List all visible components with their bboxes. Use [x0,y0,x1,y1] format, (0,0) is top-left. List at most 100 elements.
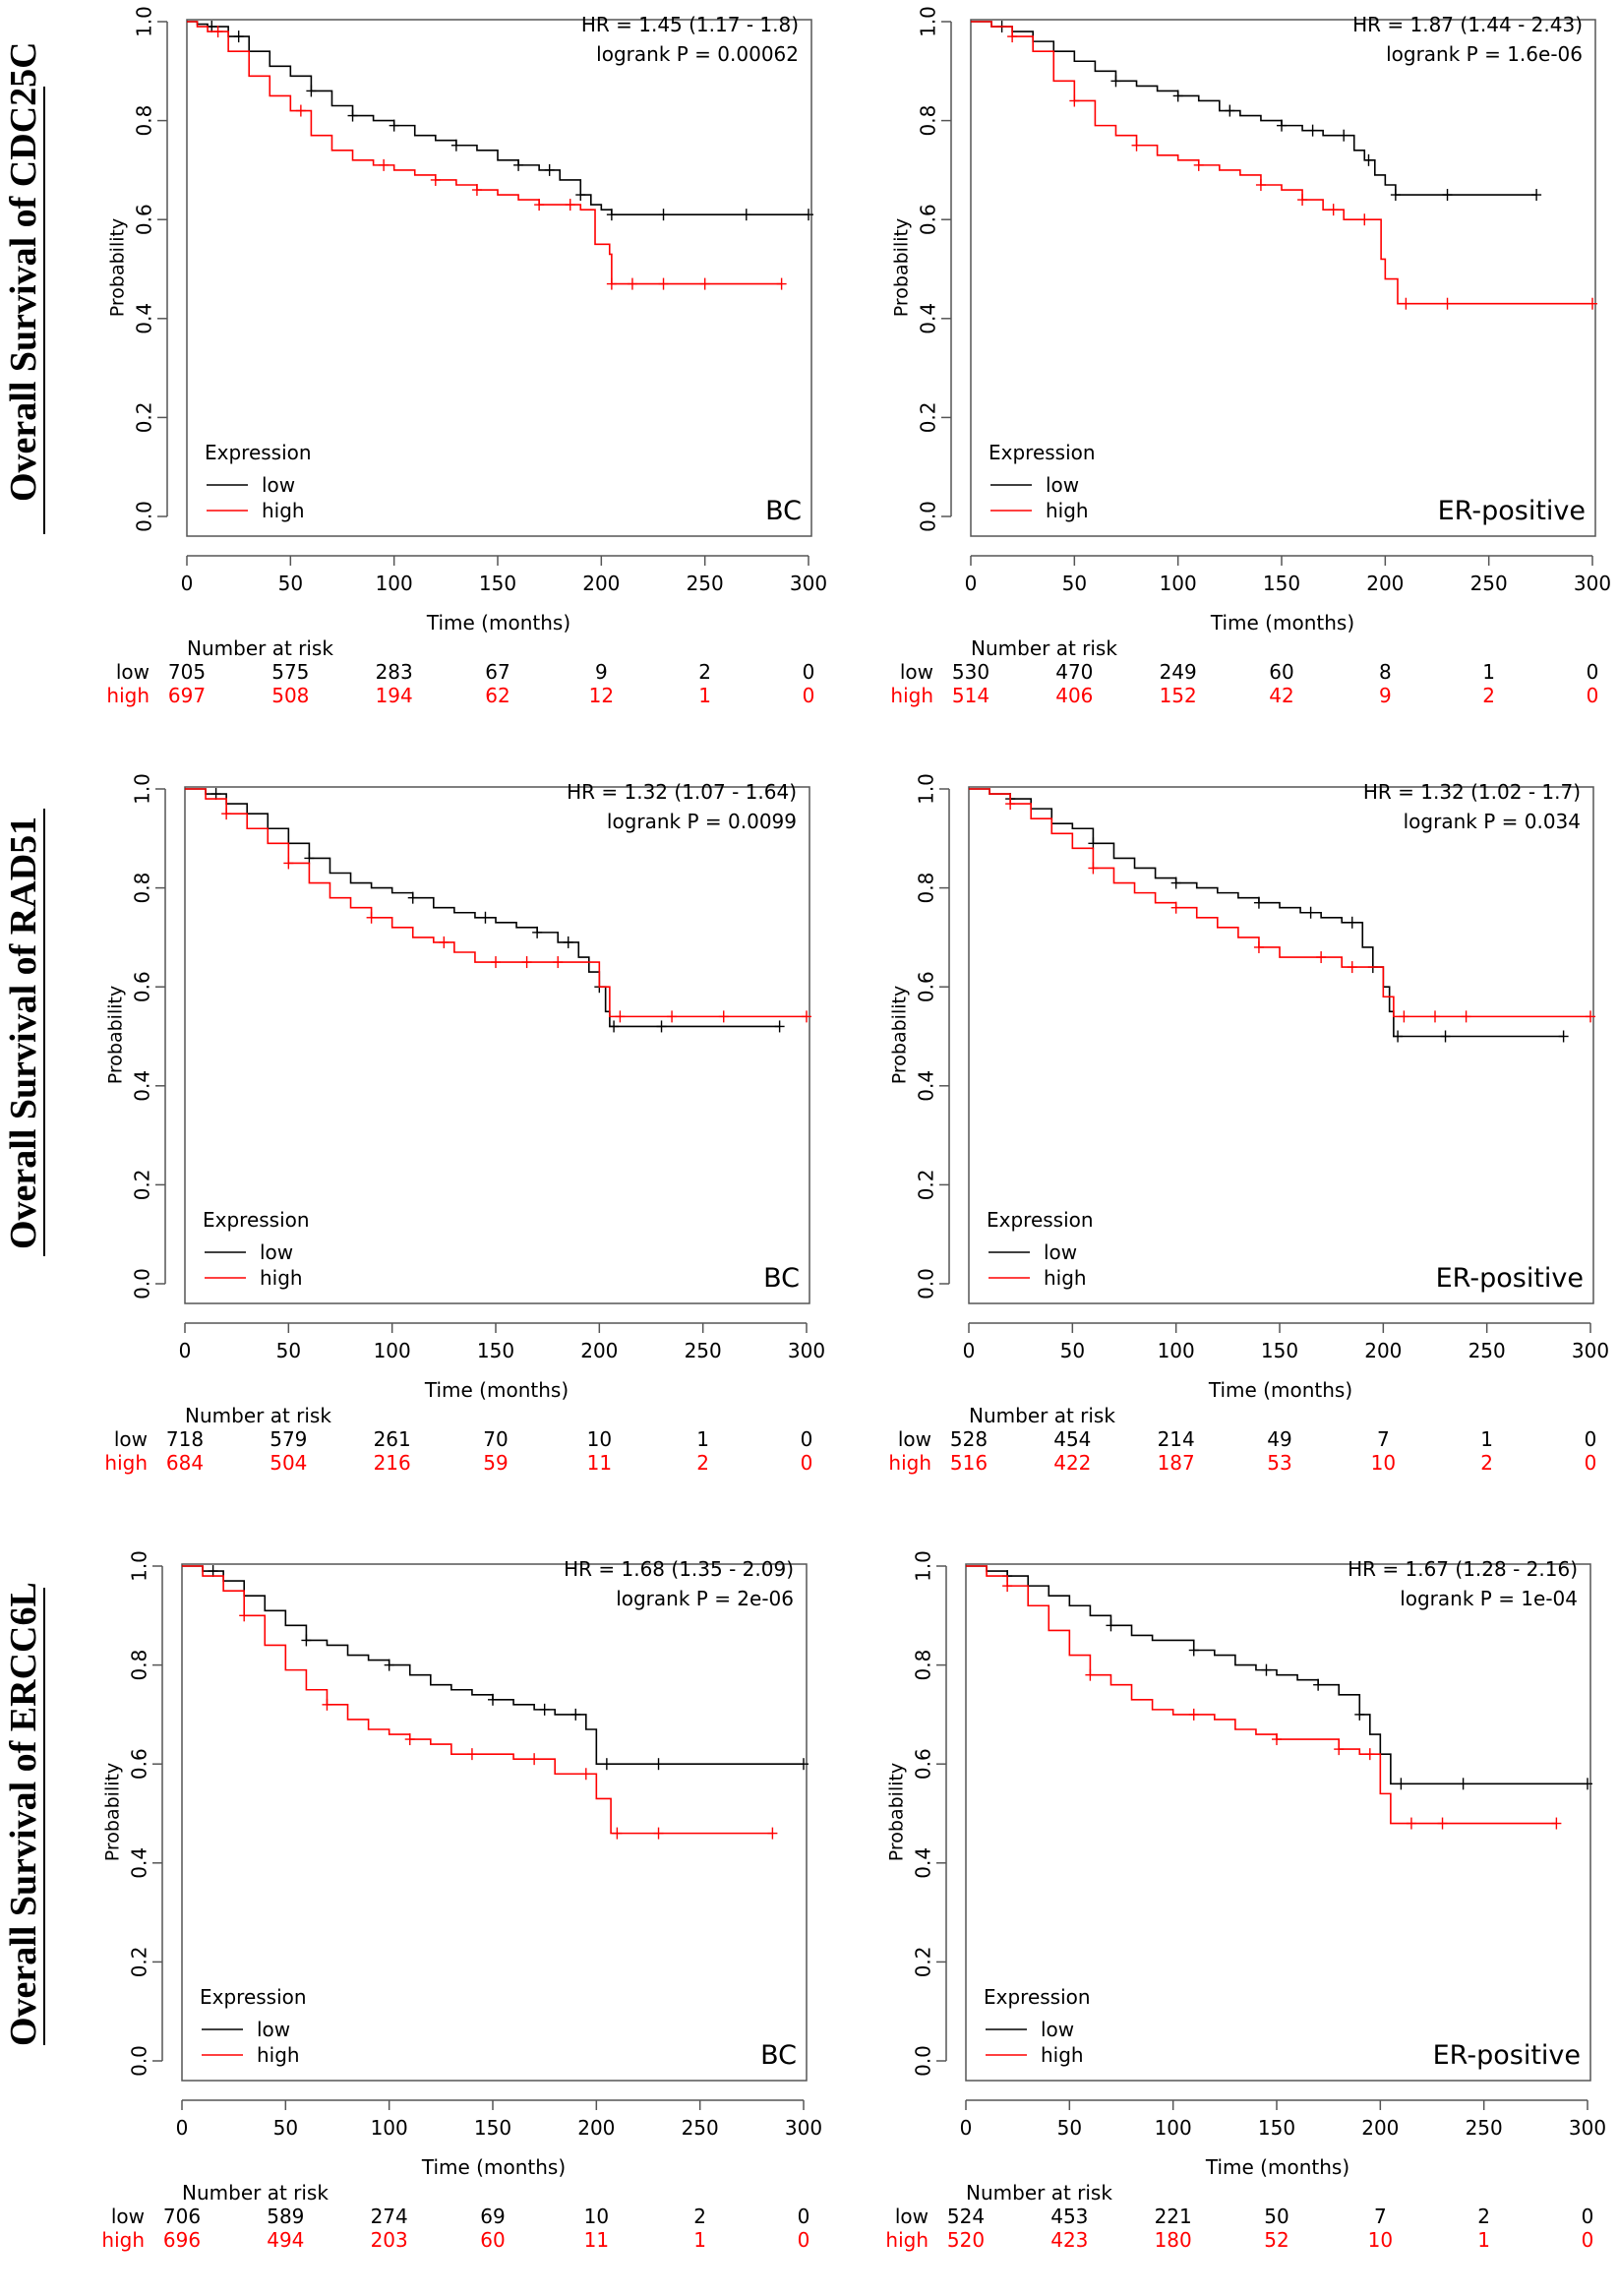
risk-value-low: 454 [1053,1427,1091,1451]
risk-value-low: 274 [371,2205,408,2228]
y-tick-label: 0.8 [915,873,938,904]
censor-mark-high [658,277,669,290]
x-tick-label: 250 [685,1339,722,1362]
censor-mark-low [301,1634,312,1647]
risk-value-high: 52 [1264,2228,1288,2252]
legend-title: Expression [989,441,1096,464]
risk-row-label-high: high [885,2228,929,2252]
risk-value-high: 42 [1269,684,1293,707]
risk-value-high: 514 [952,684,989,707]
risk-table-title: Number at risk [966,2181,1112,2205]
x-tick-label: 100 [371,2116,408,2140]
cohort-label: ER-positive [1436,1263,1584,1294]
y-tick-label: 0.0 [912,2045,935,2077]
risk-value-low: 214 [1158,1427,1195,1451]
censor-mark-low [1354,1708,1365,1721]
x-axis-title: Time (months) [1205,2155,1349,2179]
survival-curve-low [187,21,809,215]
logrank-p-text: logrank P = 1.6e-06 [1386,42,1583,66]
censor-mark-high [776,277,787,290]
risk-value-low: 470 [1055,660,1093,684]
risk-value-low: 0 [798,2205,810,2228]
km-panel-ercc6l-er-positive: 0 50 100 150 200 250 300 0.0 0.2 0.4 0.6 0.8 1.0 Prob… [858,1544,1618,2292]
x-tick-label: 300 [785,2116,822,2140]
x-tick-label: 300 [788,1339,825,1362]
risk-value-high: 59 [483,1451,508,1475]
risk-value-low: 2 [693,2205,706,2228]
x-tick-label: 300 [790,572,827,595]
legend-title: Expression [984,1985,1091,2009]
risk-value-high: 152 [1160,684,1197,707]
x-tick-label: 0 [176,2116,189,2140]
risk-row-label-high: high [101,2228,145,2252]
y-tick-label: 0.4 [917,303,940,334]
legend-label-low: low [262,473,295,497]
censor-mark-low [774,1020,785,1033]
censor-mark-high [295,104,306,117]
censor-mark-high [322,1698,332,1711]
censor-mark-low [384,1659,394,1671]
y-tick-label: 0.0 [917,501,940,532]
risk-value-high: 0 [803,684,815,707]
x-axis-title: Time (months) [1210,611,1354,634]
y-tick-label: 0.2 [917,401,940,433]
risk-row-label-high: high [890,684,933,707]
censor-mark-high [1002,1580,1013,1593]
risk-value-high: 216 [374,1451,411,1475]
censor-mark-low [609,1020,620,1033]
x-tick-label: 250 [1466,2116,1503,2140]
risk-value-high: 494 [267,2228,304,2252]
risk-value-low: 67 [485,660,509,684]
x-axis-title: Time (months) [424,1378,569,1402]
x-tick-label: 200 [1364,1339,1402,1362]
censor-mark-low [1188,1644,1199,1657]
y-tick-label: 0.0 [915,1268,938,1299]
legend-label-low: low [1044,1240,1077,1264]
censor-mark-high [239,1609,250,1622]
censor-mark-high [615,1010,626,1023]
censor-mark-high [529,1753,540,1766]
x-tick-label: 50 [273,2116,298,2140]
risk-value-high: 0 [798,2228,810,2252]
censor-mark-high [1088,862,1099,875]
censor-mark-low [1458,1778,1468,1790]
risk-value-high: 423 [1050,2228,1088,2252]
risk-value-high: 53 [1267,1451,1291,1475]
survival-curve-high [182,1565,773,1835]
censor-mark-high [1347,961,1357,974]
censor-mark-low [575,189,586,202]
y-tick-label: 0.8 [128,1650,151,1681]
x-tick-label: 100 [1160,572,1197,595]
logrank-p-text: logrank P = 0.00062 [596,42,799,66]
censor-mark-low [389,119,399,132]
x-tick-label: 0 [960,2116,973,2140]
y-tick-label: 0.2 [912,1946,935,1977]
censor-mark-high [1328,204,1339,216]
survival-curve-low [966,1565,1588,1785]
risk-value-high: 422 [1053,1451,1091,1475]
plot-frame [965,1563,1591,2082]
censor-mark-low [563,936,573,948]
risk-value-high: 508 [271,684,309,707]
censor-mark-low [1313,1678,1324,1691]
censor-mark-high [1461,1010,1471,1023]
censor-mark-high [667,1010,678,1023]
risk-value-high: 1 [693,2228,706,2252]
x-tick-label: 200 [1366,572,1404,595]
censor-mark-low [210,788,221,801]
x-tick-label: 200 [577,2116,615,2140]
survival-curve-high [187,21,782,285]
risk-value-low: 2 [698,660,711,684]
logrank-p-text: logrank P = 0.034 [1404,810,1581,833]
x-tick-label: 0 [963,1339,976,1362]
risk-row-label-low: low [895,2205,929,2228]
risk-value-low: 7 [1374,2205,1387,2228]
risk-value-low: 50 [1264,2205,1288,2228]
censor-mark-high [430,173,441,186]
risk-value-low: 575 [271,660,309,684]
risk-value-high: 0 [1587,684,1599,707]
risk-value-low: 1 [1482,660,1495,684]
x-tick-label: 50 [278,572,303,595]
y-tick-label: 0.8 [131,873,154,904]
risk-value-high: 10 [1368,2228,1393,2252]
